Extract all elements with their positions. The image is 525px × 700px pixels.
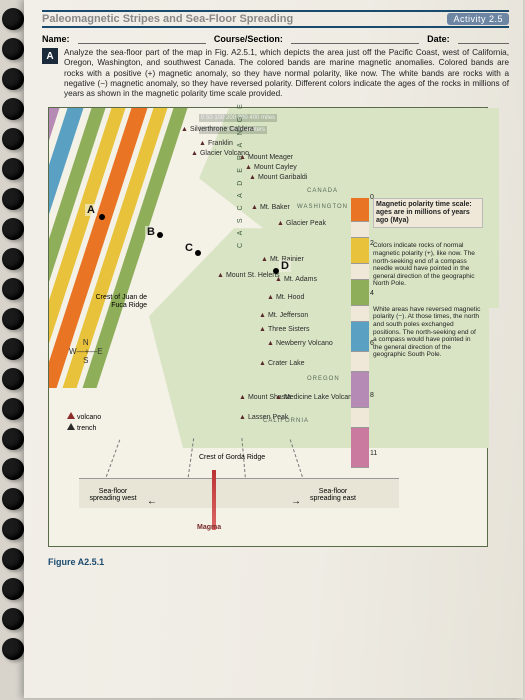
symbol-legend: volcano trench xyxy=(67,410,101,434)
title-bar: Paleomagnetic Stripes and Sea-Floor Spre… xyxy=(42,10,509,28)
name-label: Name: xyxy=(42,34,70,44)
mountain-label: Three Sisters xyxy=(259,326,310,333)
timescale-segment xyxy=(351,222,369,238)
mountain-label: Mount Cayley xyxy=(245,164,297,171)
timescale-segment xyxy=(351,198,369,222)
compass-e: E xyxy=(97,347,102,356)
timescale-tick: 4 xyxy=(370,290,374,298)
polarity-timescale: Magnetic polarity time scale: ages are i… xyxy=(351,198,483,359)
mountain-label: Mount Meager xyxy=(239,154,293,161)
point-a: A xyxy=(85,204,97,216)
question-block: A Analyze the sea-floor part of the map … xyxy=(42,48,509,99)
date-label: Date: xyxy=(427,34,450,44)
mountain-label: Silverthrone Caldera xyxy=(181,126,254,133)
date-blank xyxy=(458,34,509,44)
point-b: B xyxy=(145,226,157,238)
mountain-label: Mt. Baker xyxy=(251,204,290,211)
arrow-east-icon: → xyxy=(291,496,301,507)
chapter-title: Paleomagnetic Stripes and Sea-Floor Spre… xyxy=(42,13,293,25)
mountain-label: Mt. Jefferson xyxy=(259,312,308,319)
course-label: Course/Section: xyxy=(214,34,283,44)
point-c: C xyxy=(183,242,195,254)
gorda-ridge-label: Crest of Gorda Ridge xyxy=(199,454,265,461)
juan-de-fuca-crest: Crest of Juan de Fuca Ridge xyxy=(89,294,147,309)
timescale-reversed-text: White areas have reversed magnetic polar… xyxy=(373,306,483,359)
compass-n: N xyxy=(69,338,103,347)
timescale-segment xyxy=(351,306,369,322)
mountain-label: Mount St. Helens xyxy=(217,272,280,279)
mountain-label: Franklin xyxy=(199,140,233,147)
spread-east: Sea-floor spreading east xyxy=(309,488,357,502)
activity-pill: Activity 2.5 xyxy=(447,13,509,25)
timescale-tick: 6 xyxy=(370,340,374,348)
mountain-label: Mount Garibaldi xyxy=(249,174,307,181)
compass-rose: N W—+—E S xyxy=(69,338,103,365)
mountain-label: Mt. Adams xyxy=(275,276,317,283)
mountain-label: Mt. Hood xyxy=(267,294,304,301)
legend-volcano: volcano xyxy=(67,412,101,421)
timescale-segment xyxy=(351,264,369,280)
region-oregon: OREGON xyxy=(307,376,340,382)
compass-s: S xyxy=(69,356,103,365)
figure-caption: Figure A2.5.1 xyxy=(48,557,509,567)
form-line: Name: Course/Section: Date: xyxy=(42,34,509,44)
question-text: Analyze the sea-floor part of the map in… xyxy=(64,48,509,99)
ridge-magma-column xyxy=(212,470,216,530)
timescale-segment xyxy=(351,322,369,352)
volcano-icon xyxy=(67,412,75,419)
mountain-label: Crater Lake xyxy=(259,360,305,367)
cascade-range-label: C A S C A D E R A N G E xyxy=(237,101,244,248)
course-blank xyxy=(291,34,419,44)
mountain-label: Newberry Volcano xyxy=(267,340,333,347)
timescale-segment xyxy=(351,280,369,306)
mountain-label: Glacier Peak xyxy=(277,220,326,227)
timescale-header: Magnetic polarity time scale: ages are i… xyxy=(373,198,483,228)
question-letter: A xyxy=(42,48,58,64)
timescale-tick: 8 xyxy=(370,392,374,400)
magma-label: Magma xyxy=(197,524,221,531)
timescale-normal-text: Colors indicate rocks of normal magnetic… xyxy=(373,242,483,287)
region-wash: WASHINGTON xyxy=(297,204,348,210)
mountain-label: Medicine Lake Volcano xyxy=(275,394,356,401)
name-blank xyxy=(78,34,206,44)
timescale-segment xyxy=(351,238,369,264)
arrow-west-icon: ← xyxy=(147,496,157,507)
region-canada: CANADA xyxy=(307,188,338,194)
spread-west: Sea-floor spreading west xyxy=(89,488,137,502)
map-figure: 0 50 100 200 300 400 miles 0 50 100 500 … xyxy=(48,107,488,547)
trench-icon xyxy=(67,423,75,430)
cross-section: Crest of Gorda Ridge Magma Sea-floor spr… xyxy=(79,444,399,542)
point-d: D xyxy=(279,260,291,272)
timescale-tick: 0 xyxy=(370,194,374,202)
timescale-tick: 2 xyxy=(370,240,374,248)
timescale-segment xyxy=(351,372,369,408)
mountain-label: Lassen Peak xyxy=(239,414,288,421)
page: Paleomagnetic Stripes and Sea-Floor Spre… xyxy=(24,0,523,698)
compass-w: W xyxy=(69,347,77,356)
legend-trench: trench xyxy=(67,423,101,432)
timescale-segment xyxy=(351,352,369,372)
timescale-segment xyxy=(351,408,369,428)
